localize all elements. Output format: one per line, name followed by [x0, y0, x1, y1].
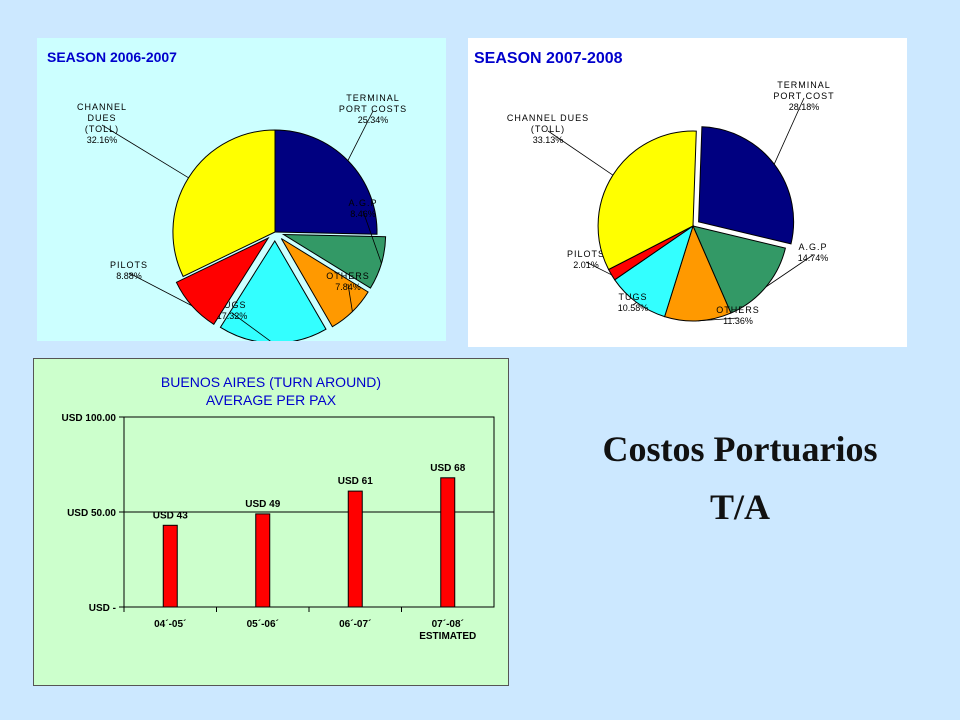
bar-data-label: USD 68 [430, 463, 465, 474]
pie-slice-channel [172, 129, 276, 278]
x-category-label: ESTIMATED [419, 631, 476, 642]
bar-data-label: USD 43 [153, 510, 188, 521]
bar-chart-subtitle: AVERAGE PER PAX [206, 392, 337, 408]
x-category-label: 06´-07´ [339, 619, 371, 630]
pie-chart-2007-2008-panel: SEASON 2007-2008 TERMINAL PORT COST 28.18% A… [468, 38, 907, 347]
pie-slice-label: TERMINAL [777, 80, 831, 90]
pie-leader-line [632, 302, 637, 306]
bar [255, 513, 271, 608]
x-category-label: 05´-06´ [247, 619, 279, 630]
pie-slice-label: OTHERS [716, 305, 760, 315]
pie-slice-channel [597, 130, 697, 271]
pie-slice-label: PORT COST [773, 91, 834, 101]
slide-subheading: T/A [709, 487, 770, 527]
slide-heading: Costos Portuarios [602, 429, 878, 469]
x-category-label: 04´-05´ [154, 619, 186, 630]
pie-slice-label: A.G.P [798, 242, 827, 252]
pie-title: SEASON 2006-2007 [47, 49, 177, 65]
pie-leader-line [547, 130, 614, 176]
pie-slice-label: TUGS [618, 292, 647, 302]
y-tick-label: USD - [89, 603, 116, 614]
pie-slice-label: PILOTS [567, 249, 605, 259]
pie-title: SEASON 2007-2008 [474, 50, 623, 67]
pie-slice-percent: 8.88% [116, 271, 142, 281]
pie-slice-percent: 8.46% [350, 209, 376, 219]
bar-data-label: USD 61 [338, 476, 373, 487]
pie-slice-percent: 25.34% [358, 115, 389, 125]
bar [162, 524, 178, 608]
pie-leader-line [101, 124, 189, 179]
pie-slice-percent: 17.32% [217, 311, 248, 321]
pie-leader-line [765, 254, 814, 288]
pie-slice-percent: 11.36% [723, 316, 753, 326]
pie-slice-label: (TOLL) [85, 124, 119, 134]
pie-leader-line [231, 312, 271, 341]
pie-slice-label: PORT COSTS [339, 104, 407, 114]
x-category-label: 07´-08´ [432, 619, 464, 630]
pie-slice-label: (TOLL) [531, 124, 565, 134]
pie-slice-percent: 14.74% [798, 253, 829, 263]
pie-slice-label: TUGS [217, 300, 246, 310]
pie-slice-percent: 28.18% [789, 102, 820, 112]
pie-leader-line [128, 272, 193, 307]
pie-leader-line [773, 97, 805, 165]
pie-slice-label: OTHERS [326, 271, 370, 281]
pie-leader-line [347, 110, 374, 161]
pie-slice-label: TERMINAL [346, 93, 400, 103]
pie-slice-percent: 33.13% [533, 135, 564, 145]
pie-leader-line [347, 283, 353, 312]
pie-slice-tugs [219, 240, 327, 341]
pie-slice-label: PILOTS [110, 260, 148, 270]
pie-slice-percent: 32.16% [87, 135, 118, 145]
pie-slice-terminal [274, 129, 378, 235]
y-tick-label: USD 100.00 [62, 413, 117, 424]
pie-slice-percent: 2.01% [573, 260, 599, 270]
pie-chart-2006-2007-panel: SEASON 2006-2007 TERMINAL PORT COSTS 25.34%… [37, 38, 446, 341]
pie-slice-label: CHANNEL [77, 102, 127, 112]
bar [440, 477, 456, 608]
bar-chart-average-per-pax: BUENOS AIRES (TURN AROUND) AVERAGE PER PA… [62, 374, 495, 642]
bar-chart-panel: BUENOS AIRES (TURN AROUND) AVERAGE PER PA… [33, 358, 509, 686]
pie-leader-line [697, 317, 739, 322]
y-tick-label: USD 50.00 [67, 508, 116, 519]
pie-slice-label: A.G.P [348, 198, 377, 208]
bar [347, 490, 363, 608]
pie-slice-percent: 10.58% [618, 303, 649, 313]
pie-slice-label: CHANNEL DUES [507, 113, 589, 123]
pie-slice-percent: 7.84% [335, 282, 361, 292]
bar-data-label: USD 49 [245, 499, 280, 510]
pie-leader-line [585, 261, 612, 276]
pie-slice-label: DUES [87, 113, 116, 123]
pie-slice-terminal [698, 126, 795, 245]
pie-leader-line [362, 210, 382, 264]
pie-slice-agp [692, 225, 787, 314]
bar-chart-title: BUENOS AIRES (TURN AROUND) [161, 374, 381, 390]
